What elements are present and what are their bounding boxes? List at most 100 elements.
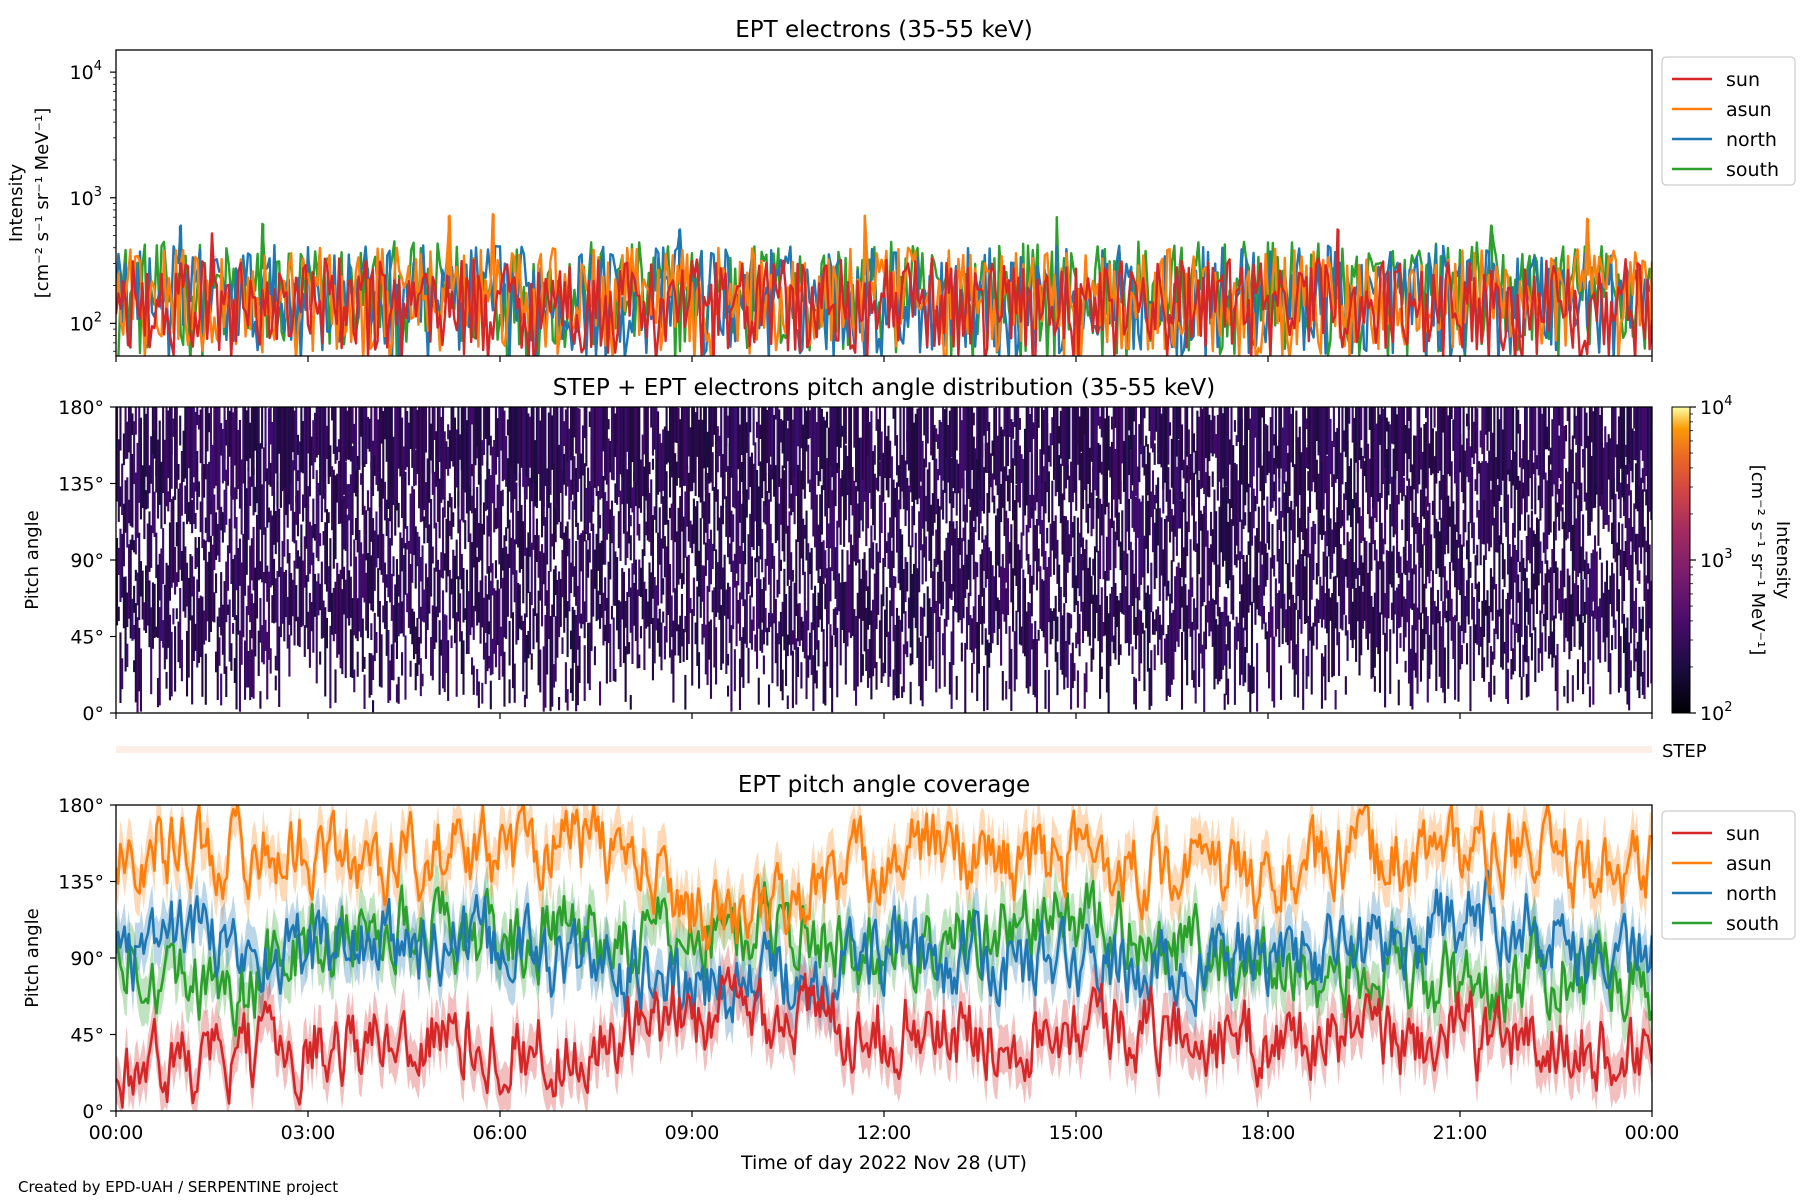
heatmap-cell [196, 407, 199, 426]
heatmap-cell [837, 446, 841, 528]
heatmap-cell [484, 407, 487, 439]
heatmap-cell [1180, 424, 1184, 471]
heatmap-cell [484, 479, 487, 512]
heatmap-cell [762, 577, 765, 645]
heatmap-cell [206, 464, 209, 542]
heatmap-cell [1355, 588, 1358, 662]
heatmap-cell [1605, 560, 1609, 638]
heatmap-cell [781, 465, 784, 552]
heatmap-cell [650, 407, 653, 428]
heatmap-cell [503, 651, 506, 707]
heatmap-cell [1303, 566, 1306, 624]
heatmap-cell [962, 407, 965, 491]
heatmap-cell [1081, 601, 1085, 643]
heatmap-cell [491, 563, 494, 596]
heatmap-cell [1423, 527, 1426, 546]
heatmap-cell [692, 577, 695, 617]
heatmap-cell [624, 646, 627, 702]
heatmap-cell [880, 431, 883, 534]
heatmap-cell [609, 509, 612, 580]
heatmap-cell [766, 491, 769, 566]
heatmap-cell [805, 510, 808, 561]
heatmap-cell [1558, 407, 1561, 426]
heatmap-cell [1638, 407, 1641, 487]
heatmap-cell [1467, 407, 1470, 430]
heatmap-cell [1496, 484, 1499, 553]
heatmap-cell [1170, 438, 1173, 488]
y-tick-label: 103 [70, 185, 102, 210]
heatmap-cell [1484, 460, 1487, 560]
heatmap-cell [126, 643, 129, 667]
heatmap-cell [539, 420, 542, 501]
heatmap-cell [877, 419, 880, 492]
heatmap-cell [249, 545, 252, 623]
heatmap-cell [701, 623, 704, 645]
heatmap-cell [1455, 470, 1458, 532]
heatmap-cell [240, 459, 243, 535]
heatmap-cell [815, 422, 818, 475]
heatmap-cell [1056, 652, 1059, 696]
heatmap-cell [657, 618, 660, 643]
heatmap-cell [1346, 532, 1349, 588]
heatmap-cell [672, 501, 675, 593]
heatmap-cell [1288, 434, 1291, 496]
heatmap-cell [1148, 407, 1151, 432]
heatmap-cell [1331, 529, 1334, 573]
heatmap-cell [1192, 472, 1196, 551]
heatmap-cell [817, 640, 820, 667]
heatmap-cell [756, 578, 759, 669]
heatmap-cell [662, 611, 665, 623]
heatmap-cell [1385, 550, 1388, 652]
heatmap-cell [1143, 407, 1146, 419]
heatmap-cell [1191, 407, 1194, 507]
heatmap-cell [1389, 629, 1392, 694]
heatmap-cell [1279, 665, 1283, 700]
heatmap-cell [732, 514, 735, 542]
heatmap-cell [1558, 435, 1561, 478]
coverage-band-south [116, 857, 1652, 1060]
heatmap-cell [583, 463, 586, 542]
heatmap-cell [1298, 517, 1301, 620]
heatmap-cell [1058, 455, 1061, 507]
heatmap-cell [494, 508, 497, 530]
heatmap-cell [1356, 407, 1359, 472]
heatmap-cell [1406, 560, 1409, 623]
heatmap-cell [918, 637, 921, 687]
heatmap-cell [1471, 407, 1474, 458]
heatmap-cell [723, 554, 726, 616]
heatmap-cell [1133, 676, 1136, 705]
series-line-sun [116, 228, 1652, 356]
heatmap-cell [278, 508, 281, 577]
heatmap-cell [237, 429, 240, 490]
heatmap-cell [257, 630, 260, 676]
heatmap-cell [1640, 618, 1643, 677]
heatmap-cell [146, 523, 149, 626]
heatmap-cell [605, 597, 608, 684]
heatmap-cell [1324, 531, 1327, 577]
heatmap-cell [1384, 593, 1387, 618]
heatmap-cell [1549, 567, 1552, 655]
heatmap-cell [1390, 476, 1393, 527]
heatmap-cell [846, 550, 849, 647]
heatmap-cell [320, 407, 323, 509]
heatmap-cell [1240, 407, 1243, 443]
heatmap-cell [1419, 612, 1422, 682]
heatmap-cell [1602, 592, 1605, 643]
heatmap-cell [445, 518, 448, 593]
heatmap-cell [167, 410, 170, 479]
heatmap-cell [1167, 625, 1170, 696]
heatmap-cell [1056, 407, 1059, 492]
heatmap-cell [566, 407, 569, 463]
heatmap-cell [1508, 407, 1511, 469]
heatmap-cell [315, 470, 318, 558]
heatmap-cell [684, 491, 687, 558]
heatmap-cell [1474, 430, 1477, 454]
heatmap-cell [1365, 541, 1368, 639]
heatmap-cell [914, 413, 917, 500]
heatmap-cell [500, 626, 503, 657]
heatmap-cell [498, 500, 501, 565]
heatmap-cell [1327, 588, 1330, 683]
heatmap-cell [882, 558, 885, 607]
heatmap-cell [214, 573, 218, 594]
heatmap-cell [820, 408, 823, 469]
